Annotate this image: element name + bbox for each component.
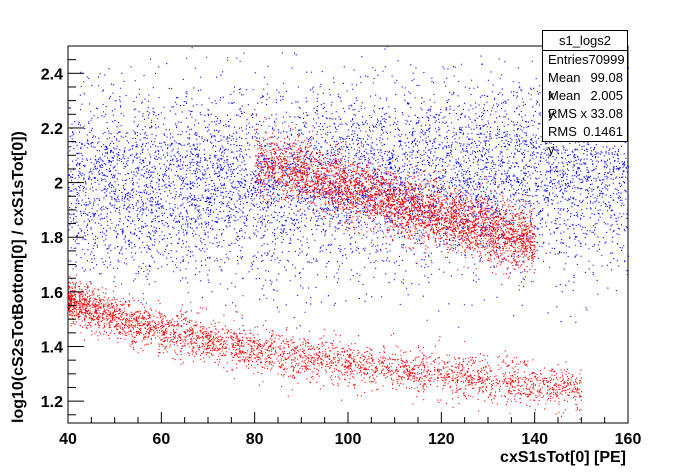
stat-value: 99.08 bbox=[590, 70, 623, 85]
stat-row-mean-y: Mean y 2.005 bbox=[543, 87, 627, 121]
stat-label: Mean x bbox=[548, 70, 581, 103]
y-tick-label: 2.4 bbox=[41, 66, 63, 83]
stat-value: 33.08 bbox=[590, 106, 623, 121]
y-tick-label: 1.6 bbox=[41, 285, 63, 302]
stat-row-rms-x: RMS x 33.08 bbox=[543, 105, 627, 123]
x-tick-label: 60 bbox=[152, 431, 170, 448]
stat-row-entries: Entries 70999 bbox=[543, 51, 627, 69]
stat-label: RMS y bbox=[548, 124, 577, 157]
axes: 40 60 80 100 120 140 160 1.2 1.4 1.6 1.8 2 2.2 2.4 bbox=[41, 45, 642, 448]
x-tick-label: 140 bbox=[521, 431, 548, 448]
x-tick-label: 80 bbox=[246, 431, 264, 448]
stat-label: RMS x bbox=[548, 106, 587, 121]
stat-value: 0.1461 bbox=[583, 124, 623, 139]
y-tick-label: 2 bbox=[54, 176, 63, 193]
y-tick-label: 1.2 bbox=[41, 394, 63, 411]
stat-row-rms-y: RMS y 0.1461 bbox=[543, 123, 627, 157]
stat-label: Entries bbox=[548, 52, 589, 67]
data-points bbox=[68, 46, 630, 420]
x-axis-title: cxS1sTot[0] [PE] bbox=[500, 449, 626, 466]
stats-box: s1_logs2 Entries 70999 Mean x 99.08 Mean… bbox=[542, 30, 628, 157]
y-tick-label: 1.4 bbox=[41, 340, 63, 357]
x-tick-label: 160 bbox=[615, 431, 642, 448]
stat-label: Mean y bbox=[548, 88, 581, 121]
x-tick-label: 100 bbox=[335, 431, 362, 448]
x-tick-label: 120 bbox=[428, 431, 455, 448]
stats-rows: Entries 70999 Mean x 99.08 Mean y 2.005 … bbox=[543, 51, 627, 157]
stat-value: 70999 bbox=[588, 52, 625, 67]
y-tick-label: 2.2 bbox=[41, 121, 63, 138]
stats-title: s1_logs2 bbox=[543, 31, 627, 51]
y-tick-label: 1.8 bbox=[41, 230, 63, 247]
stat-row-mean-x: Mean x 99.08 bbox=[543, 69, 627, 103]
scatter-series-1 bbox=[254, 115, 536, 287]
y-axis-title: log10(cS2sTotBottom[0] / cxS1sTot[0]) bbox=[10, 131, 27, 423]
stat-value: 2.005 bbox=[590, 88, 623, 103]
x-tick-label: 40 bbox=[59, 431, 77, 448]
